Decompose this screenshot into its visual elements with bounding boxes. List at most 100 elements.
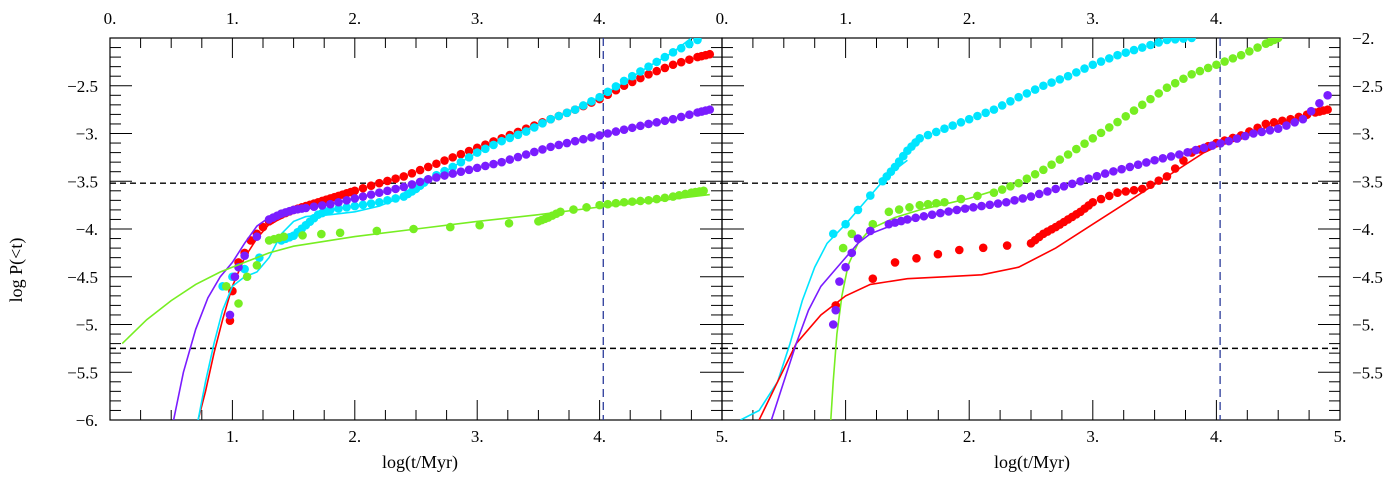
- data-point: [1104, 54, 1114, 63]
- data-point: [335, 228, 345, 238]
- data-point: [1154, 89, 1164, 98]
- data-point: [1096, 128, 1106, 138]
- data-point: [978, 243, 988, 253]
- data-point: [1022, 174, 1032, 184]
- data-point: [1220, 57, 1229, 66]
- top-tick-label: 1.: [839, 9, 852, 28]
- data-point: [546, 114, 555, 124]
- data-point: [1273, 124, 1283, 134]
- data-point: [1055, 75, 1065, 84]
- data-point: [383, 176, 392, 186]
- data-point: [955, 245, 964, 255]
- data-point: [1253, 43, 1262, 52]
- data-point: [985, 200, 995, 210]
- y-tick-label: −3.5: [1352, 172, 1383, 191]
- data-point: [225, 310, 235, 320]
- data-point: [1142, 158, 1151, 167]
- data-point: [317, 229, 326, 239]
- data-point: [1273, 38, 1283, 43]
- data-point: [952, 205, 962, 215]
- data-point: [242, 272, 252, 282]
- data-point: [693, 38, 702, 45]
- data-point: [652, 118, 662, 127]
- data-point: [1104, 123, 1114, 132]
- data-point: [415, 177, 425, 187]
- data-point: [472, 148, 482, 157]
- data-point: [538, 145, 547, 154]
- data-layer: [121, 38, 715, 420]
- x-axis-title-right: log(t/Myr): [994, 452, 1070, 473]
- data-point: [342, 203, 351, 212]
- data-point: [868, 274, 878, 283]
- data-point: [853, 234, 863, 243]
- data-point: [933, 249, 943, 259]
- data-point: [676, 57, 686, 67]
- data-point: [1113, 188, 1122, 198]
- x-axis-title-left: log(t/Myr): [382, 452, 458, 473]
- data-point: [1018, 194, 1028, 203]
- x-tick-label: 5.: [1334, 427, 1347, 446]
- right-panel: 1. 2. 3. 4. 5. 0. 1. 2. 3. 4. −5.5 −5. −4.5 −4. −3.5 −3…: [716, 9, 1383, 446]
- data-point: [399, 172, 409, 181]
- data-point: [1063, 71, 1073, 81]
- data-point: [1072, 68, 1081, 77]
- data-point: [619, 197, 629, 207]
- data-point: [538, 119, 547, 128]
- data-point: [1290, 118, 1299, 127]
- data-point: [1179, 74, 1188, 84]
- data-point: [464, 165, 474, 175]
- data-point: [940, 197, 949, 207]
- data-point: [1092, 171, 1102, 181]
- data-point: [530, 147, 539, 157]
- data-point: [475, 220, 484, 230]
- data-point: [1158, 154, 1168, 163]
- data-point: [1187, 69, 1196, 79]
- data-point: [570, 136, 580, 146]
- data-point: [611, 198, 621, 208]
- y-tick-label: −4.: [76, 220, 98, 239]
- data-point: [258, 222, 268, 232]
- data-point: [1002, 241, 1012, 250]
- data-point: [1088, 197, 1098, 207]
- y-tick-label: −5.5: [1352, 363, 1383, 382]
- data-point: [252, 232, 262, 241]
- data-point: [1133, 160, 1143, 169]
- data-point: [595, 92, 604, 102]
- data-point: [407, 168, 417, 178]
- x-tick-label: 1.: [839, 427, 852, 446]
- y-tick-label: −4.5: [67, 268, 98, 287]
- data-point: [1240, 131, 1250, 141]
- data-point: [358, 192, 368, 201]
- data-point: [497, 136, 506, 146]
- data-point: [603, 87, 613, 97]
- data-point: [366, 190, 376, 199]
- data-point: [915, 133, 925, 143]
- data-point: [1043, 187, 1052, 196]
- data-point: [448, 153, 458, 162]
- data-point: [705, 105, 715, 114]
- data-point: [1199, 143, 1209, 153]
- data-layer: [740, 38, 1332, 420]
- data-point: [1170, 78, 1180, 88]
- data-point: [505, 155, 515, 164]
- data-point: [636, 67, 645, 76]
- data-point: [1096, 194, 1106, 204]
- data-point: [627, 71, 637, 81]
- data-point: [853, 205, 863, 215]
- data-point: [221, 282, 231, 291]
- data-point: [582, 203, 591, 212]
- data-point: [668, 60, 678, 70]
- top-tick-label: 3.: [471, 9, 484, 28]
- data-point: [521, 127, 531, 136]
- data-point: [374, 188, 384, 198]
- top-tick-label: 2.: [348, 9, 361, 28]
- data-point: [1076, 176, 1085, 186]
- data-point: [1245, 47, 1254, 56]
- data-point: [342, 196, 351, 205]
- x-tick-label: 4.: [593, 427, 606, 446]
- data-point: [652, 57, 662, 67]
- data-point: [1125, 162, 1135, 172]
- data-point: [997, 101, 1007, 110]
- data-point: [309, 202, 319, 212]
- data-point: [298, 231, 307, 240]
